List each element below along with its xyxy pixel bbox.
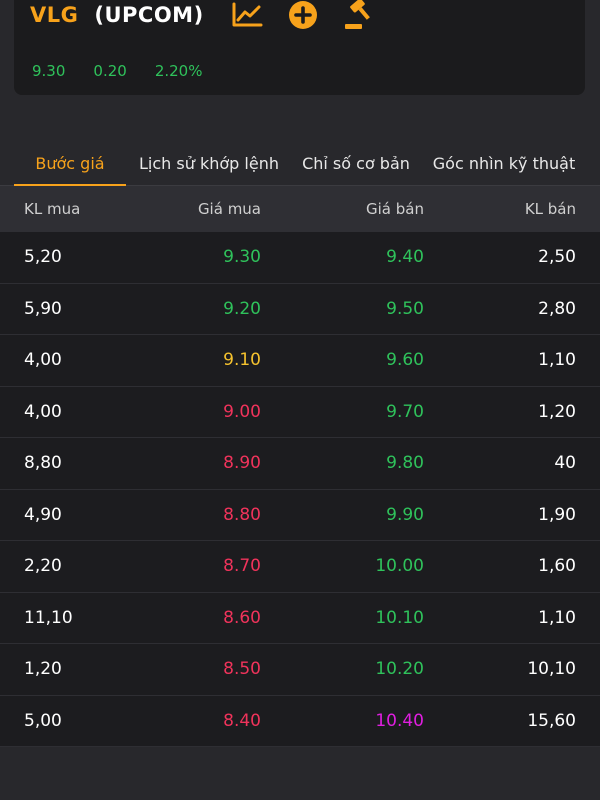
sell-volume: 10,10 [527,659,576,679]
table-row: 5,20 9.30 9.40 2,50 [0,232,600,284]
sell-volume: 40 [554,453,576,473]
buy-price[interactable]: 9.00 [223,401,261,422]
buy-volume: 4,90 [24,504,62,525]
tab-lich-su-khop-lenh[interactable]: Lịch sử khớp lệnh [139,153,279,173]
sell-volume: 15,60 [527,710,576,731]
header-gia-ban: Giá bán [366,200,424,218]
table-row: 4,00 9.00 9.70 1,20 [0,386,600,438]
tab-chi-so-co-ban[interactable]: Chỉ số cơ bản [302,153,410,173]
buy-volume: 2,20 [24,556,62,576]
buy-price[interactable]: 8.60 [223,607,261,628]
buy-price[interactable]: 8.70 [223,556,261,576]
last-price: 9.30 [32,62,66,80]
buy-volume: 5,00 [24,710,62,731]
price-change-percent: 2.20% [154,62,203,80]
sell-price[interactable]: 9.90 [386,504,424,525]
sell-volume: 2,50 [538,247,576,267]
buy-volume: 8,80 [24,453,62,473]
header-kl-ban: KL bán [524,200,576,218]
buy-volume: 5,20 [24,247,62,267]
price-stats: 9.30 0.20 2.20% [32,62,230,80]
table-row: 1,20 8.50 10.20 10,10 [0,644,600,696]
sell-volume: 2,80 [538,298,576,319]
gavel-icon[interactable] [342,0,376,30]
sell-volume: 1,10 [538,607,576,628]
sell-price[interactable]: 9.50 [386,298,424,319]
tab-bar: Bước giá Lịch sử khớp lệnh Chỉ số cơ bản… [0,140,600,187]
header-kl-mua: KL mua [24,200,81,218]
stock-symbol: VLG [30,3,79,27]
sell-volume: 1,60 [538,556,576,576]
ticker-row: VLG (UPCOM) [30,0,376,30]
order-book-header: KL mua Giá mua Giá bán KL bán [0,186,600,232]
table-row: 2,20 8.70 10.00 1,60 [0,541,600,593]
sell-price[interactable]: 9.40 [386,247,424,267]
price-change: 0.20 [93,62,127,80]
header-gia-mua: Giá mua [197,200,261,218]
buy-price[interactable]: 9.30 [223,247,261,267]
table-row: 4,90 8.80 9.90 1,90 [0,489,600,541]
table-row: 11,10 8.60 10.10 1,10 [0,592,600,644]
buy-price[interactable]: 8.40 [223,710,261,731]
buy-volume: 4,00 [24,401,62,422]
sell-price[interactable]: 10.00 [375,556,424,576]
chart-line-icon[interactable] [230,0,264,30]
buy-volume: 1,20 [24,659,62,679]
tab-buoc-gia[interactable]: Bước giá [14,140,126,187]
sell-price[interactable]: 9.60 [386,350,424,370]
sell-volume: 1,10 [538,350,576,370]
buy-price[interactable]: 8.50 [223,659,261,679]
order-book-rows: 5,20 9.30 9.40 2,50 5,90 9.20 9.50 2,80 … [0,232,600,747]
tab-goc-nhin-ky-thuat[interactable]: Góc nhìn kỹ thuật [432,153,576,173]
exchange-label: (UPCOM) [94,3,204,27]
buy-volume: 4,00 [24,350,62,370]
buy-volume: 11,10 [24,607,73,628]
sell-price[interactable]: 10.40 [375,710,424,731]
buy-price[interactable]: 8.80 [223,504,261,525]
sell-price[interactable]: 9.80 [386,453,424,473]
add-circle-icon[interactable] [286,0,320,30]
buy-price[interactable]: 9.10 [223,350,261,370]
sell-volume: 1,90 [538,504,576,525]
buy-price[interactable]: 8.90 [223,453,261,473]
buy-volume: 5,90 [24,298,62,319]
table-row: 8,80 8.90 9.80 40 [0,438,600,490]
table-row: 4,00 9.10 9.60 1,10 [0,335,600,387]
sell-price[interactable]: 10.10 [375,607,424,628]
table-row: 5,00 8.40 10.40 15,60 [0,695,600,747]
sell-price[interactable]: 9.70 [386,401,424,422]
sell-price[interactable]: 10.20 [375,659,424,679]
table-row: 5,90 9.20 9.50 2,80 [0,283,600,335]
sell-volume: 1,20 [538,401,576,422]
buy-price[interactable]: 9.20 [223,298,261,319]
